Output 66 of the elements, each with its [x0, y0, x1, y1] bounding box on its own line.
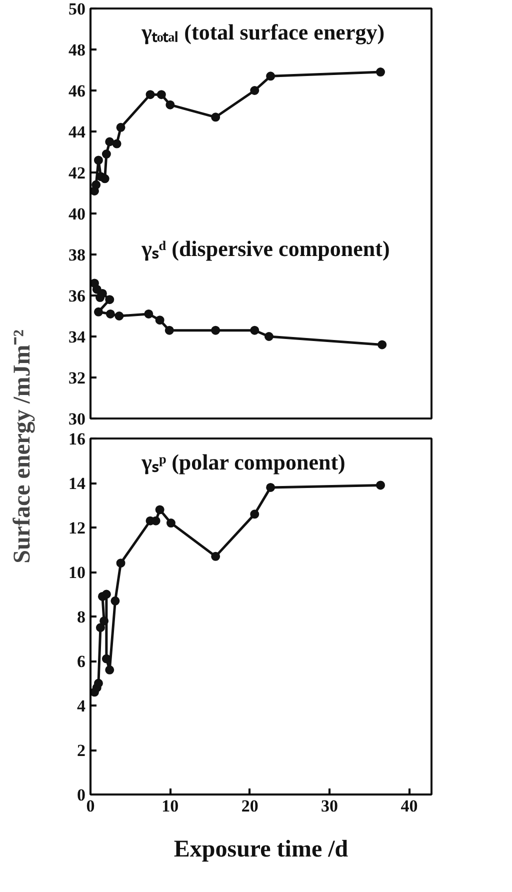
y-axis-title: Surface energy /mJm⁻² — [10, 330, 36, 564]
point — [105, 665, 114, 674]
y-tick-label: 14 — [68, 474, 86, 493]
point — [211, 326, 220, 335]
y-tick-label: 42 — [68, 164, 86, 182]
point — [146, 90, 155, 100]
point — [100, 616, 109, 626]
y-tick-label: 46 — [68, 82, 86, 100]
point — [266, 482, 276, 492]
text: γₛᵈ (dispersive component) — [140, 236, 390, 262]
y-tick-label: 50 — [68, 0, 86, 18]
y-tick-label: 2 — [77, 741, 86, 760]
point — [250, 510, 260, 519]
point — [376, 68, 386, 77]
point — [116, 558, 126, 568]
series-label: γₛᵖ (polar component) — [140, 450, 346, 474]
point — [92, 180, 101, 190]
x-tick-label: 20 — [241, 796, 258, 816]
point — [102, 150, 111, 159]
x-tick-label: 10 — [162, 796, 179, 816]
point — [264, 332, 274, 341]
point — [378, 340, 387, 350]
point — [166, 518, 176, 528]
point — [266, 72, 276, 81]
y-tick-label: 30 — [68, 410, 86, 428]
point — [211, 112, 220, 122]
point — [100, 174, 110, 184]
y-tick-label: 12 — [68, 518, 86, 538]
point — [112, 139, 122, 148]
point — [155, 505, 164, 514]
y-tick-label: 4 — [77, 696, 86, 716]
point — [105, 137, 114, 146]
y-tick-label: 44 — [68, 122, 86, 142]
y-tick-label: 16 — [68, 430, 86, 448]
point — [144, 309, 154, 318]
y-tick-label: 48 — [68, 40, 86, 60]
point — [110, 596, 120, 606]
y-tick-label: 34 — [68, 328, 86, 346]
series-label: γₜₒₜₐₗ (total surface energy) — [140, 20, 385, 44]
point — [94, 156, 103, 165]
point — [250, 326, 260, 335]
x-tick-label: 30 — [321, 796, 338, 816]
y-tick-label: 8 — [77, 608, 86, 626]
point — [164, 326, 174, 335]
y-tick-label: 36 — [68, 286, 86, 306]
point — [94, 307, 103, 316]
point — [105, 295, 114, 304]
point — [166, 100, 175, 110]
point — [250, 86, 260, 95]
x-tick-label: 40 — [400, 796, 418, 816]
point — [155, 316, 164, 325]
y-tick-label: 40 — [68, 204, 86, 224]
y-tick-label: 38 — [68, 246, 86, 264]
y-tick-label: 32 — [68, 368, 86, 388]
point — [376, 480, 386, 490]
point — [102, 590, 111, 599]
point — [156, 90, 166, 100]
point — [211, 552, 220, 561]
point — [106, 309, 115, 318]
point — [96, 623, 105, 632]
point — [116, 122, 126, 132]
y-tick-label: 6 — [77, 652, 86, 671]
point — [94, 678, 103, 688]
x-axis-title: Exposure time /d — [174, 836, 349, 862]
point — [114, 312, 124, 320]
y-tick-label: 10 — [68, 563, 86, 582]
